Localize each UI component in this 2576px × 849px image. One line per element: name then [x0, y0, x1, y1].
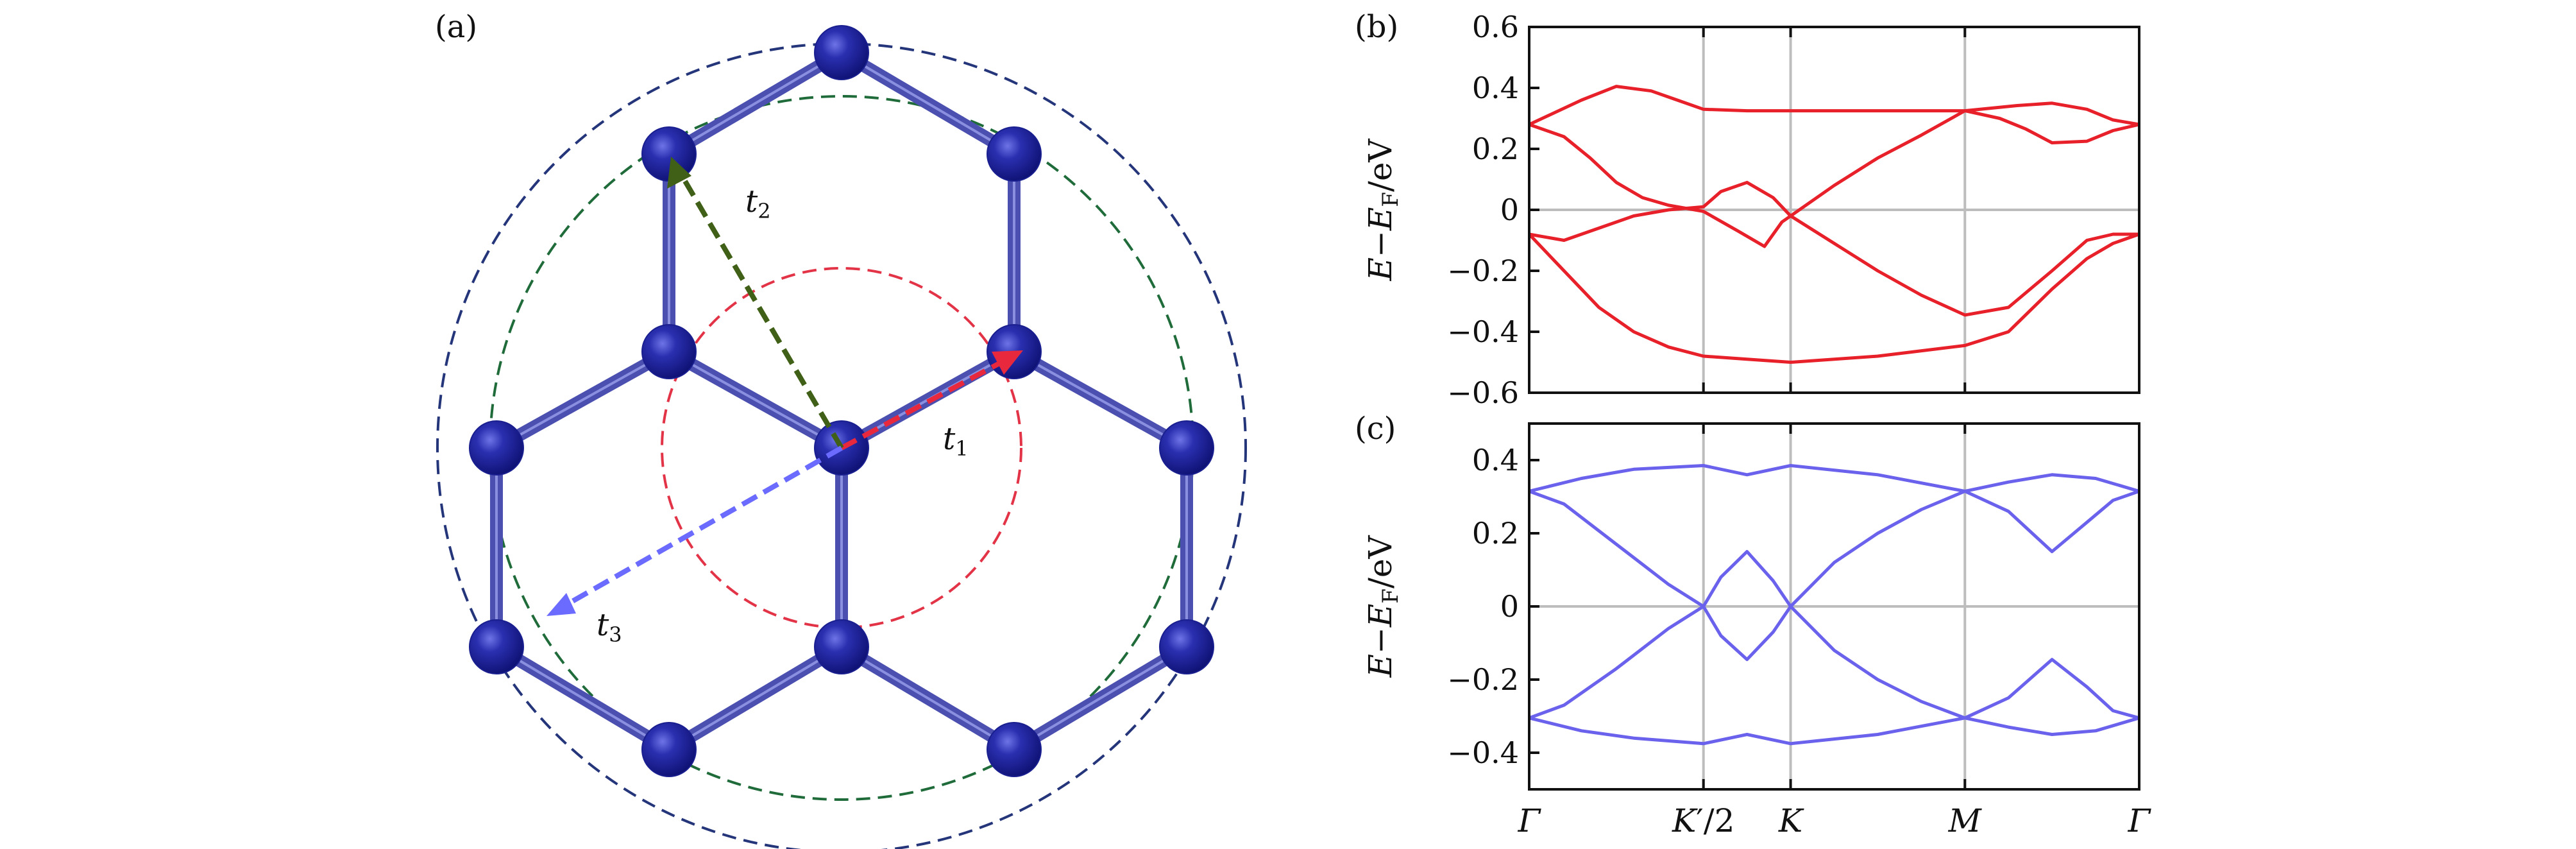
hopping-labels: t1 t2 t3: [597, 184, 969, 647]
band-4: [1528, 232, 2140, 364]
y-tick-label: −0.4: [1447, 314, 1519, 349]
atom: [469, 420, 524, 476]
y-tick-label: 0.2: [1472, 132, 1519, 166]
atom: [987, 722, 1042, 777]
panel-b-label: (b): [1355, 9, 1398, 45]
bond-highlight: [668, 350, 842, 449]
y-tick-label: −0.2: [1447, 253, 1519, 288]
t2-vector: [679, 173, 844, 450]
bond-highlight: [840, 646, 1015, 751]
atom: [1159, 420, 1214, 476]
y-tick-label: 0: [1500, 193, 1519, 227]
t1-arrowhead: [992, 350, 1023, 375]
band-2: [1529, 109, 2140, 248]
atom: [987, 126, 1042, 182]
bond-highlight: [840, 51, 1015, 155]
panel-a-label: (a): [435, 9, 477, 45]
bonds: [490, 46, 1193, 756]
band-3: [1529, 180, 2139, 317]
bond-highlight: [496, 350, 670, 449]
t3-label: t3: [597, 607, 622, 647]
y-tick-label: 0.4: [1472, 443, 1519, 477]
y-tick-label: 0.2: [1472, 516, 1519, 551]
band-3: [1529, 605, 2140, 720]
y-tick-label: −0.6: [1447, 375, 1519, 410]
band-structure-c: −0.4 −0.2 0 0.2 0.4 Γ K′/2 K M Γ E−EF/eV: [1362, 422, 2152, 839]
t2-label: t2: [745, 184, 771, 223]
x-tick-label: K′/2: [1672, 802, 1734, 839]
t2-arrowhead: [667, 157, 691, 189]
atom: [1159, 619, 1214, 674]
atom: [641, 324, 697, 379]
band-1: [1529, 464, 2140, 493]
y-tick-label: 0.6: [1472, 10, 1519, 44]
y-tick-label: 0.4: [1472, 71, 1519, 105]
t1-label: t1: [943, 421, 969, 461]
x-tick-label: M: [1948, 802, 1983, 839]
bond-highlight: [668, 51, 843, 155]
y-tick-label: 0: [1500, 589, 1519, 624]
bond-highlight: [495, 646, 670, 751]
atom: [469, 619, 524, 674]
band-1: [1528, 85, 2140, 126]
lattice-panel: (a) t1 t2 t3: [435, 9, 1247, 849]
panel-c-label: (c): [1355, 411, 1396, 447]
y-axis-label: E−EF/eV: [1362, 535, 1403, 678]
atom: [641, 722, 697, 777]
band-4: [1529, 716, 2140, 746]
x-tick-label: Γ: [1518, 802, 1542, 839]
atom: [814, 25, 869, 80]
hopping-vectors: [547, 157, 1023, 616]
band-2: [1529, 490, 2140, 608]
band-structure-b: −0.6 −0.4 −0.2 0 0.2 0.4 0.6 E−EF/eV: [1362, 10, 2140, 410]
x-tick-label: K: [1778, 802, 1804, 839]
x-tick-label: Γ: [2128, 802, 2152, 839]
y-tick-label: −0.4: [1447, 735, 1519, 770]
t1-vector: [840, 359, 1004, 450]
bond-highlight: [1013, 646, 1188, 751]
bond-highlight: [668, 646, 843, 751]
t3-vector: [563, 445, 843, 608]
atom: [814, 619, 869, 674]
y-tick-label: −0.2: [1447, 662, 1519, 697]
t1-range-circle: [661, 267, 1022, 629]
t3-arrowhead: [547, 593, 576, 616]
bond-highlight: [1013, 350, 1187, 449]
y-axis-label: E−EF/eV: [1362, 139, 1403, 282]
